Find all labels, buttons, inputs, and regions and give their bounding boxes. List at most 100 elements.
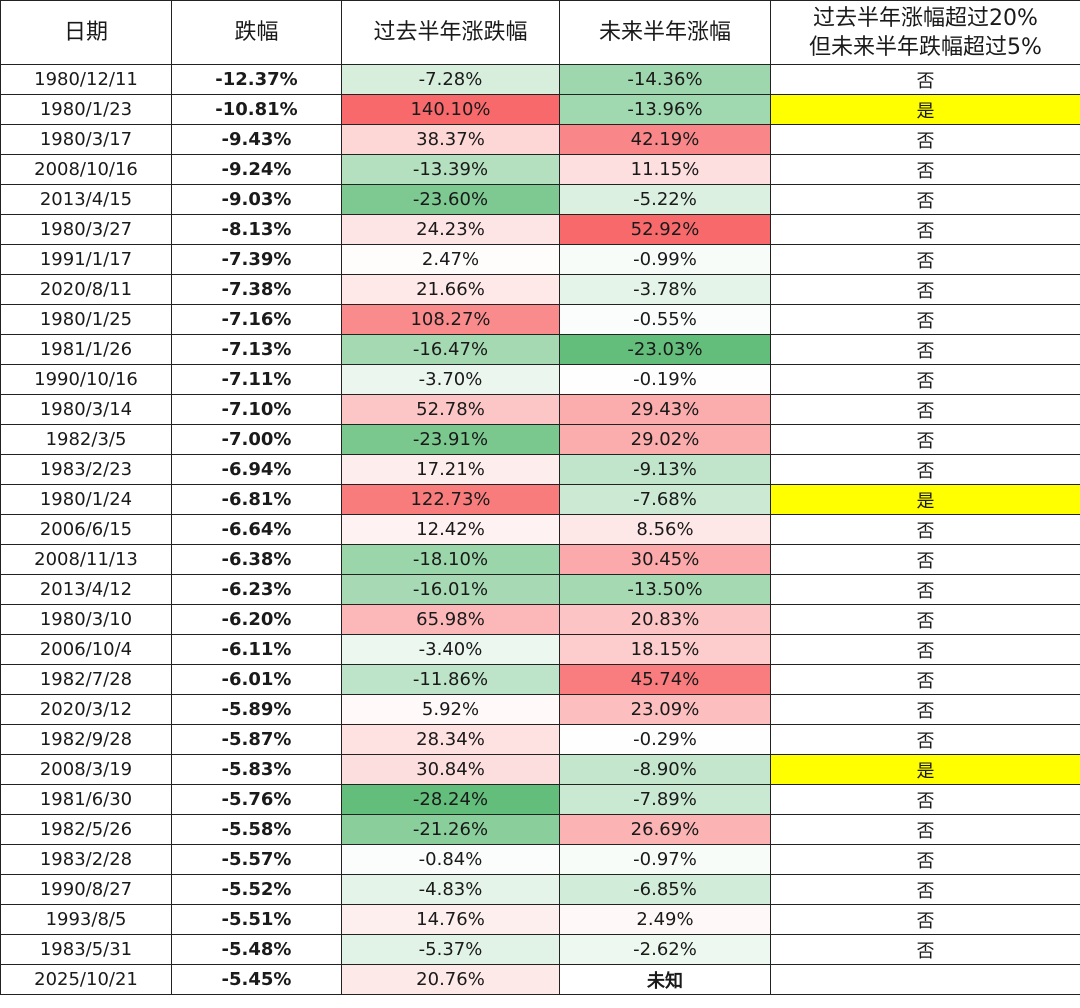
cell-drop: -6.94% (171, 454, 342, 485)
cell-future-change: -13.50% (559, 574, 771, 605)
table-row: 1982/5/26 -5.58% -21.26% 26.69% 否 (0, 814, 1080, 845)
cell-future-change: 45.74% (559, 664, 771, 695)
table-row: 2013/4/12 -6.23% -16.01% -13.50% 否 (0, 574, 1080, 605)
cell-condition-flag: 否 (770, 424, 1080, 455)
header-condition-flag: 过去半年涨幅超过20% 但未来半年跌幅超过5% (770, 0, 1080, 65)
cell-future-change: 11.15% (559, 154, 771, 185)
cell-drop: -6.01% (171, 664, 342, 695)
header-row: 日期 跌幅 过去半年涨跌幅 未来半年涨幅 过去半年涨幅超过20% 但未来半年跌幅… (0, 0, 1080, 65)
cell-condition-flag: 否 (770, 844, 1080, 875)
table-row: 1980/1/25 -7.16% 108.27% -0.55% 否 (0, 304, 1080, 335)
cell-past-change: -7.28% (341, 64, 560, 95)
cell-drop: -7.10% (171, 394, 342, 425)
cell-condition-flag: 否 (770, 934, 1080, 965)
table-row: 1981/1/26 -7.13% -16.47% -23.03% 否 (0, 334, 1080, 365)
cell-past-change: 30.84% (341, 754, 560, 785)
cell-future-change: -0.99% (559, 244, 771, 275)
cell-drop: -7.11% (171, 364, 342, 395)
cell-date: 1982/9/28 (0, 724, 172, 755)
cell-drop: -7.13% (171, 334, 342, 365)
cell-condition-flag: 否 (770, 874, 1080, 905)
cell-past-change: -23.60% (341, 184, 560, 215)
table-row: 1990/8/27 -5.52% -4.83% -6.85% 否 (0, 874, 1080, 905)
cell-condition-flag: 否 (770, 304, 1080, 335)
cell-condition-flag: 是 (770, 754, 1080, 785)
cell-future-change: -13.96% (559, 94, 771, 125)
cell-date: 1981/1/26 (0, 334, 172, 365)
cell-drop: -5.89% (171, 694, 342, 725)
cell-drop: -5.52% (171, 874, 342, 905)
cell-future-change: 23.09% (559, 694, 771, 725)
header-condition-line2: 但未来半年跌幅超过5% (809, 34, 1042, 60)
cell-past-change: -13.39% (341, 154, 560, 185)
cell-past-change: 140.10% (341, 94, 560, 125)
cell-future-change: -5.22% (559, 184, 771, 215)
cell-drop: -5.87% (171, 724, 342, 755)
cell-drop: -7.39% (171, 244, 342, 275)
cell-future-change: 2.49% (559, 904, 771, 935)
cell-past-change: -23.91% (341, 424, 560, 455)
cell-date: 1983/5/31 (0, 934, 172, 965)
cell-past-change: 2.47% (341, 244, 560, 275)
cell-condition-flag: 否 (770, 634, 1080, 665)
cell-future-change: -14.36% (559, 64, 771, 95)
table-body: 1980/12/11 -12.37% -7.28% -14.36% 否 1980/1/23… (0, 64, 1080, 995)
cell-date: 1980/1/25 (0, 304, 172, 335)
cell-future-change: -0.55% (559, 304, 771, 335)
table-row: 2020/3/12 -5.89% 5.92% 23.09% 否 (0, 694, 1080, 725)
cell-date: 2020/8/11 (0, 274, 172, 305)
cell-condition-flag: 否 (770, 784, 1080, 815)
cell-drop: -5.51% (171, 904, 342, 935)
cell-past-change: 17.21% (341, 454, 560, 485)
table-row: 1983/5/31 -5.48% -5.37% -2.62% 否 (0, 934, 1080, 965)
cell-date: 1980/3/14 (0, 394, 172, 425)
cell-condition-flag: 是 (770, 94, 1080, 125)
table-row: 1983/2/23 -6.94% 17.21% -9.13% 否 (0, 454, 1080, 485)
cell-drop: -6.64% (171, 514, 342, 545)
cell-date: 2008/10/16 (0, 154, 172, 185)
cell-drop: -5.58% (171, 814, 342, 845)
cell-drop: -5.57% (171, 844, 342, 875)
cell-future-change: -3.78% (559, 274, 771, 305)
cell-drop: -9.24% (171, 154, 342, 185)
cell-condition-flag: 否 (770, 394, 1080, 425)
cell-past-change: 24.23% (341, 214, 560, 245)
cell-past-change: -5.37% (341, 934, 560, 965)
cell-drop: -9.43% (171, 124, 342, 155)
cell-drop: -7.38% (171, 274, 342, 305)
cell-drop: -6.11% (171, 634, 342, 665)
cell-drop: -9.03% (171, 184, 342, 215)
cell-past-change: -3.40% (341, 634, 560, 665)
cell-condition-flag: 否 (770, 574, 1080, 605)
cell-condition-flag: 否 (770, 334, 1080, 365)
cell-date: 1993/8/5 (0, 904, 172, 935)
cell-past-change: 21.66% (341, 274, 560, 305)
table-row: 1990/10/16 -7.11% -3.70% -0.19% 否 (0, 364, 1080, 395)
cell-future-change: 未知 (559, 964, 771, 995)
cell-condition-flag: 否 (770, 154, 1080, 185)
cell-date: 1982/3/5 (0, 424, 172, 455)
table-row: 2008/3/19 -5.83% 30.84% -8.90% 是 (0, 754, 1080, 785)
cell-future-change: -23.03% (559, 334, 771, 365)
cell-date: 1980/1/24 (0, 484, 172, 515)
cell-condition-flag: 否 (770, 454, 1080, 485)
cell-future-change: 52.92% (559, 214, 771, 245)
cell-future-change: 42.19% (559, 124, 771, 155)
cell-date: 1981/6/30 (0, 784, 172, 815)
table-row: 1980/3/17 -9.43% 38.37% 42.19% 否 (0, 124, 1080, 155)
cell-condition-flag (770, 964, 1080, 995)
header-date: 日期 (0, 0, 172, 65)
cell-date: 2006/6/15 (0, 514, 172, 545)
cell-future-change: -7.89% (559, 784, 771, 815)
cell-past-change: -18.10% (341, 544, 560, 575)
cell-date: 1982/5/26 (0, 814, 172, 845)
cell-future-change: 20.83% (559, 604, 771, 635)
cell-drop: -8.13% (171, 214, 342, 245)
table-row: 1982/3/5 -7.00% -23.91% 29.02% 否 (0, 424, 1080, 455)
table-row: 2006/6/15 -6.64% 12.42% 8.56% 否 (0, 514, 1080, 545)
table-row: 2008/11/13 -6.38% -18.10% 30.45% 否 (0, 544, 1080, 575)
header-future-change: 未来半年涨幅 (559, 0, 771, 65)
cell-condition-flag: 否 (770, 364, 1080, 395)
table-row: 1991/1/17 -7.39% 2.47% -0.99% 否 (0, 244, 1080, 275)
cell-future-change: 8.56% (559, 514, 771, 545)
